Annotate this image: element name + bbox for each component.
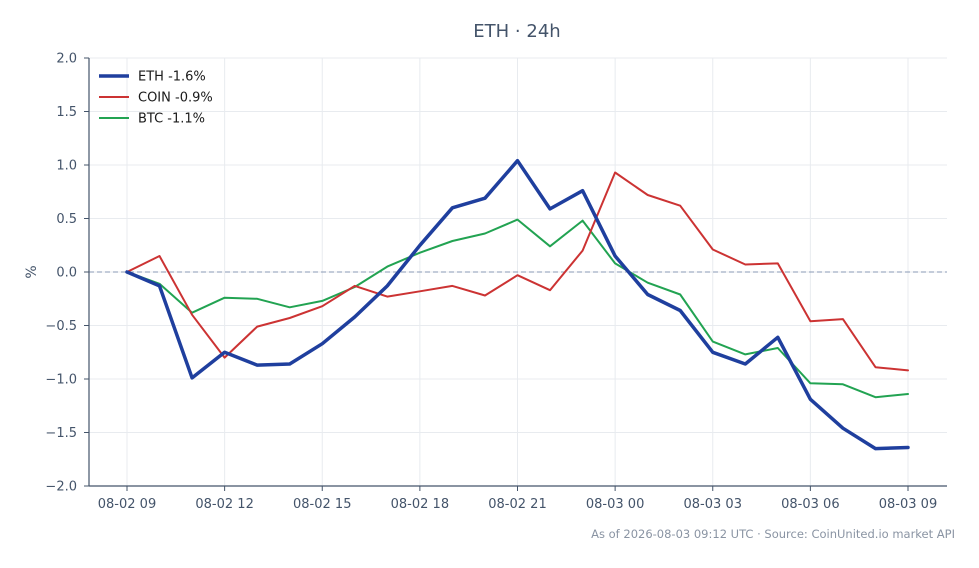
x-tick-label: 08-03 06 bbox=[781, 497, 839, 512]
y-tick-label: −2.0 bbox=[45, 480, 77, 495]
x-tick-label: 08-02 09 bbox=[98, 497, 156, 512]
x-tick-label: 08-02 12 bbox=[195, 497, 253, 512]
x-tick-label: 08-03 00 bbox=[586, 497, 644, 512]
y-tick-label: −1.0 bbox=[45, 373, 77, 388]
legend-entry: ETH -1.6% bbox=[138, 70, 206, 85]
y-tick-label: −1.5 bbox=[45, 426, 77, 441]
y-tick-label: 2.0 bbox=[56, 52, 77, 67]
legend-entry: BTC -1.1% bbox=[138, 112, 205, 127]
axes: 2.0 1.5 1.0 0.5 0.0 −0.5 −1.0 −1.5 −2.0 08-02 09 0… bbox=[45, 52, 947, 512]
x-tick-label: 08-02 21 bbox=[488, 497, 546, 512]
series-line-btc bbox=[126, 218, 909, 399]
series-lines bbox=[125, 158, 910, 451]
y-tick-label: 0.0 bbox=[56, 266, 77, 281]
x-tick-label: 08-03 03 bbox=[684, 497, 742, 512]
x-tick-label: 08-03 09 bbox=[879, 497, 937, 512]
chart-title: ETH · 24h bbox=[473, 21, 560, 42]
y-tick-label: −0.5 bbox=[45, 319, 77, 334]
footnote: As of 2026-08-03 09:12 UTC · Source: Coi… bbox=[591, 527, 955, 541]
y-tick-label: 1.5 bbox=[56, 105, 77, 120]
series-line-eth bbox=[125, 158, 910, 451]
legend-entry: COIN -0.9% bbox=[138, 91, 213, 106]
x-tick-label: 08-02 15 bbox=[293, 497, 351, 512]
x-tick-label: 08-02 18 bbox=[391, 497, 449, 512]
legend: ETH -1.6% COIN -0.9% BTC -1.1% bbox=[99, 70, 213, 127]
y-tick-label: 1.0 bbox=[56, 159, 77, 174]
series-line-coin bbox=[126, 171, 909, 372]
y-axis-label: % bbox=[24, 265, 40, 278]
y-tick-label: 0.5 bbox=[56, 212, 77, 227]
